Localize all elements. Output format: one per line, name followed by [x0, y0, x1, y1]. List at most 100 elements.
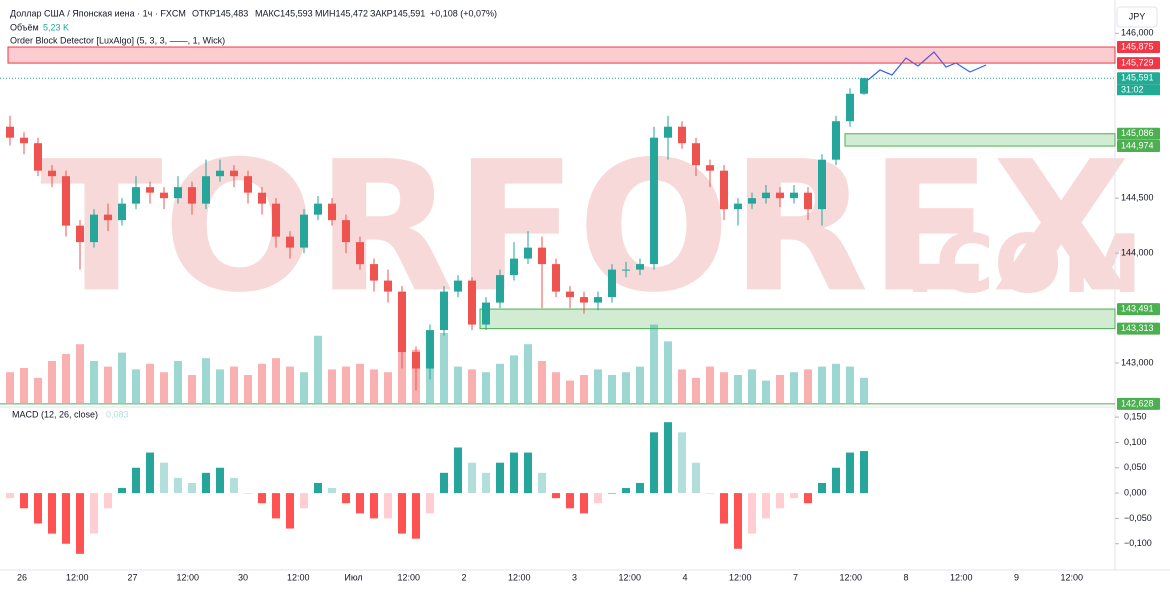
- price-label: 145,875: [1121, 41, 1154, 51]
- candle-body: [860, 78, 868, 94]
- volume-bar: [552, 372, 560, 403]
- x-tick-label: 2: [461, 572, 466, 582]
- volume-bar: [650, 324, 658, 403]
- volume-bar: [720, 372, 728, 403]
- volume-bar: [356, 363, 364, 403]
- macd-bar: [202, 472, 210, 494]
- currency[interactable]: JPY: [1129, 11, 1146, 21]
- price-label-box: [1117, 397, 1160, 410]
- x-tick-label: 12:00: [950, 572, 973, 582]
- volume-bar: [608, 375, 616, 403]
- candle-body: [62, 176, 70, 226]
- candle-body: [776, 192, 784, 199]
- candle-body: [818, 159, 826, 210]
- volume-bar: [636, 366, 644, 403]
- macd-bar: [622, 488, 630, 494]
- candle-body: [90, 214, 98, 243]
- ohlc-low: МИН145,472: [315, 8, 368, 18]
- macd-bar: [188, 482, 196, 494]
- volume-bar: [566, 380, 574, 403]
- volume-value: 5,23 K: [43, 22, 69, 32]
- candle-body: [734, 203, 742, 210]
- macd-bar: [398, 493, 406, 534]
- macd-bar: [230, 477, 238, 494]
- macd-bar: [370, 493, 378, 519]
- candle-body: [272, 203, 280, 237]
- volume-bar: [174, 361, 182, 403]
- price-label: 143,491: [1121, 303, 1154, 313]
- x-tick-label: 3: [572, 572, 577, 582]
- volume-bar: [776, 375, 784, 403]
- volume-bar: [300, 372, 308, 403]
- price-label-box: [1117, 322, 1160, 335]
- macd-bar: [846, 452, 854, 494]
- volume-bar: [34, 377, 42, 403]
- macd-bar: [160, 462, 168, 494]
- volume-bar: [594, 369, 602, 403]
- macd-bar: [832, 467, 840, 494]
- volume-bar: [118, 352, 126, 403]
- macd-bar: [804, 493, 812, 504]
- macd-bar: [762, 493, 770, 519]
- x-tick-label: 12:00: [176, 572, 199, 582]
- volume-bar: [538, 361, 546, 403]
- macd-y-tick-label: 0,150: [1124, 411, 1147, 421]
- macd-bar: [412, 493, 420, 539]
- volume-bar: [370, 369, 378, 403]
- candle-body: [146, 187, 154, 193]
- candle-body: [650, 137, 658, 265]
- candle-body: [76, 225, 84, 243]
- candle-body: [468, 280, 476, 325]
- candle-body: [580, 297, 588, 303]
- candle-body: [118, 203, 126, 221]
- volume-bar: [454, 366, 462, 403]
- x-tick-label: 7: [793, 572, 798, 582]
- macd-bar: [748, 493, 756, 534]
- macd-y-tick-label: 0,000: [1124, 487, 1147, 497]
- candle-body: [720, 170, 728, 210]
- candle-body: [104, 214, 112, 221]
- order-block: [479, 308, 1116, 330]
- candle-body: [398, 291, 406, 353]
- candle-body: [538, 247, 546, 265]
- order-block: [7, 46, 1116, 64]
- ohlc-open: ОТКР145,483: [192, 8, 248, 18]
- x-tick-label: 9: [1014, 572, 1019, 582]
- volume-bar: [818, 366, 826, 403]
- volume-bar: [678, 369, 686, 403]
- macd-y-tick-label: −0,050: [1124, 513, 1152, 523]
- price-label-box: [1117, 57, 1160, 70]
- macd-bar: [524, 452, 532, 494]
- countdown-box: [1117, 84, 1160, 96]
- volume-bar: [146, 363, 154, 403]
- volume-label: Объём: [10, 22, 39, 32]
- x-tick-label: 27: [127, 572, 137, 582]
- volume-bar: [258, 363, 266, 403]
- candle-body: [552, 264, 560, 292]
- candle-body: [370, 264, 378, 281]
- price-label: 145,729: [1121, 57, 1154, 67]
- currency-button[interactable]: [1116, 6, 1158, 28]
- volume-bar: [160, 372, 168, 403]
- macd-y-tick-label: −0,100: [1124, 538, 1152, 548]
- macd-bar: [440, 472, 448, 494]
- x-tick-label: 12:00: [618, 572, 641, 582]
- ohlc-close: ЗАКР145,591: [370, 8, 425, 18]
- x-tick-label: 12:00: [729, 572, 752, 582]
- y-tick-label: 146,000: [1121, 28, 1154, 38]
- x-tick-label: 8: [903, 572, 908, 582]
- macd-bar: [860, 451, 868, 494]
- macd-bar: [678, 432, 686, 494]
- macd-bar: [104, 493, 112, 509]
- volume-bar: [384, 372, 392, 403]
- volume-bar: [748, 369, 756, 403]
- candle-body: [20, 137, 28, 144]
- candle-body: [342, 220, 350, 243]
- macd-bar: [132, 467, 140, 494]
- candle-body: [244, 176, 252, 193]
- volume-bar: [188, 375, 196, 403]
- x-tick-label: 12:00: [508, 572, 531, 582]
- ohlc-high: МАКС145,593: [255, 8, 313, 18]
- macd-bar: [552, 493, 560, 499]
